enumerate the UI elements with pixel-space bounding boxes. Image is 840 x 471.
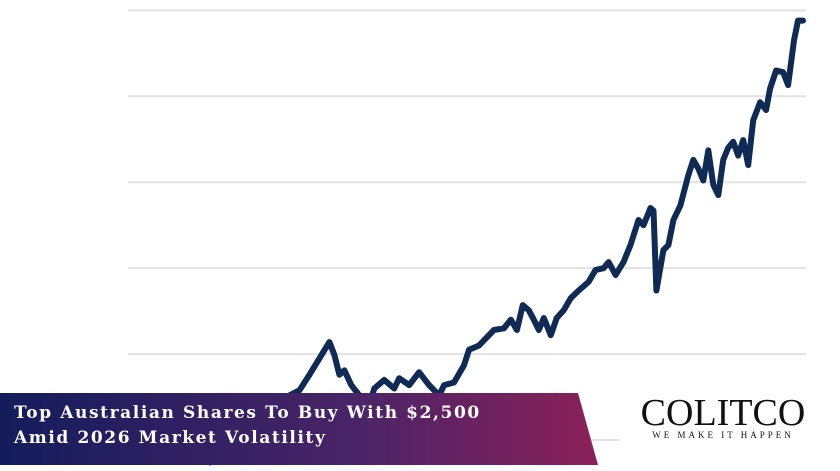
line	[127, 17, 806, 466]
banner	[0, 393, 598, 465]
logo-name: COLITCO	[641, 392, 806, 434]
logo-tagline: WE MAKE IT HAPPEN	[652, 430, 794, 440]
logo-box	[620, 393, 826, 441]
banner-title-line: Top Australian Shares To Buy With $2,500	[14, 403, 481, 423]
banner-title-line: Amid 2026 Market Volatility	[13, 428, 326, 448]
chart	[127, 9, 806, 466]
